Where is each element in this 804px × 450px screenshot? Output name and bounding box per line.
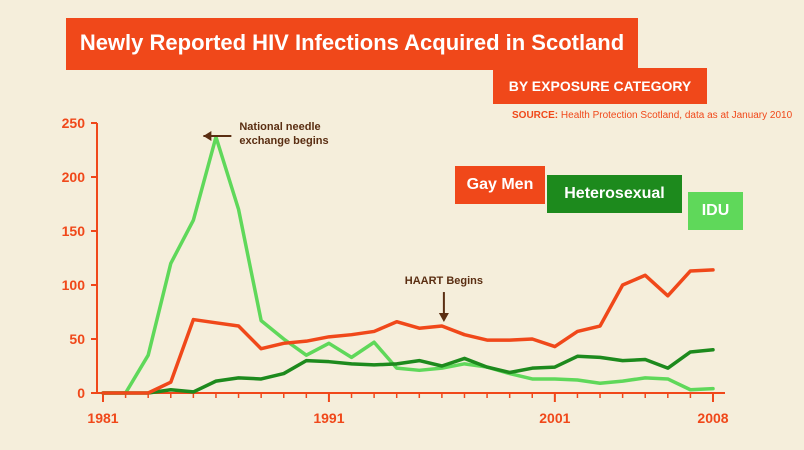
legend-heterosexual-label: Heterosexual [564, 185, 665, 202]
series-line-gay-men [101, 268, 715, 395]
y-tick-label: 100 [62, 277, 86, 293]
annotation-needle-exchange: exchange begins [239, 135, 328, 147]
x-tick-label: 1991 [313, 410, 344, 426]
annotation-haart: HAART Begins [405, 275, 483, 287]
title-banner: Newly Reported HIV Infections Acquired i… [66, 18, 638, 70]
source-label: SOURCE: [512, 110, 559, 121]
annotation-needle-exchange: National needle [239, 121, 320, 133]
series-line-idu [101, 135, 715, 395]
x-tick-label: 2001 [539, 410, 570, 426]
chart-title: Newly Reported HIV Infections Acquired i… [79, 30, 625, 55]
legend-heterosexual: Heterosexual [547, 175, 682, 213]
legend-gay-men-label: Gay Men [466, 176, 534, 193]
source-note: SOURCE: Health Protection Scotland, data… [512, 110, 792, 121]
subtitle-banner: BY EXPOSURE CATEGORY [493, 68, 707, 104]
chart-subtitle: BY EXPOSURE CATEGORY [508, 78, 692, 94]
y-tick-label: 200 [62, 169, 86, 185]
y-tick-label: 0 [77, 385, 85, 401]
y-tick-label: 50 [69, 331, 85, 347]
y-tick-label: 150 [62, 223, 86, 239]
series-line-heterosexual [101, 348, 715, 395]
y-tick-label: 250 [62, 115, 86, 131]
annotation-arrow-needle-head [203, 131, 212, 142]
annotation-arrow-haart-head [438, 313, 449, 323]
legend-idu: IDU [688, 192, 743, 230]
legend-gay-men: Gay Men [455, 166, 545, 204]
x-tick-label: 2008 [697, 410, 728, 426]
legend-idu-label: IDU [701, 202, 730, 219]
source-text: Health Protection Scotland, data as at J… [560, 110, 793, 121]
x-tick-label: 1981 [87, 410, 118, 426]
